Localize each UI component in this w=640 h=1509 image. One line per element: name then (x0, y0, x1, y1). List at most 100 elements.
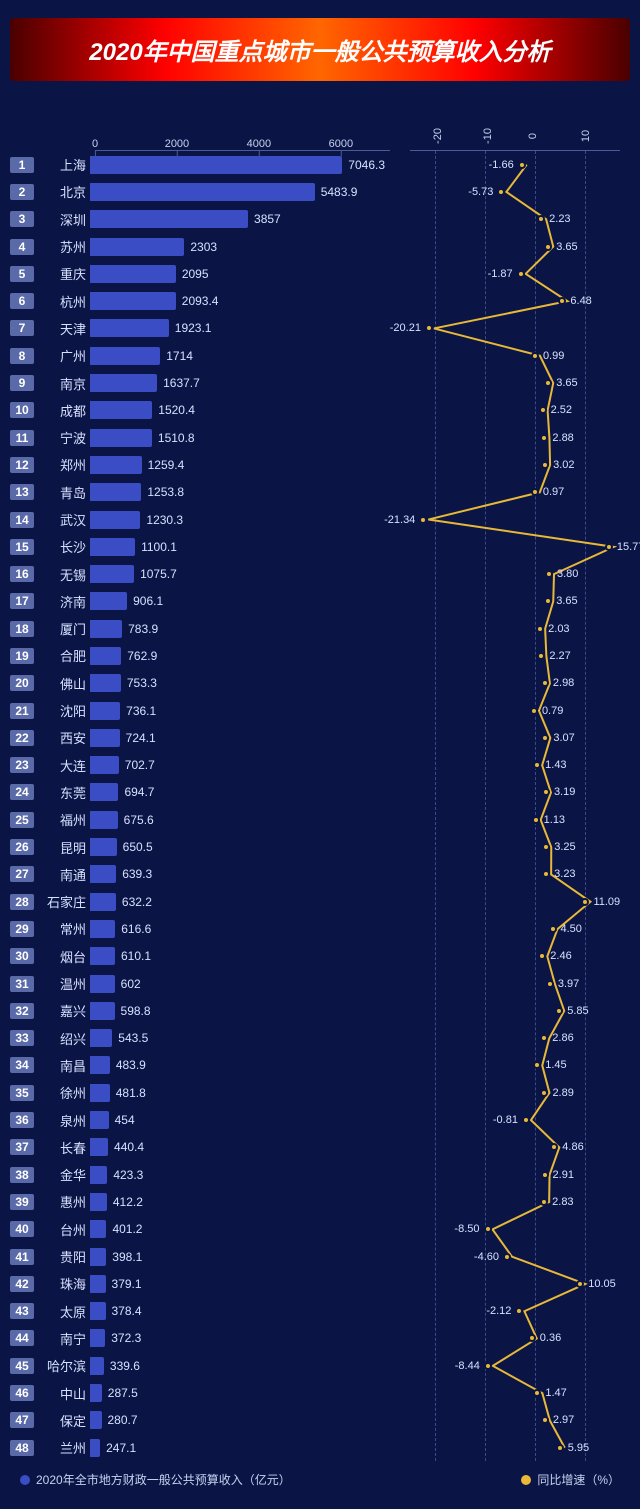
growth-label: 6.48 (570, 295, 591, 307)
growth-label: 3.65 (556, 595, 577, 607)
line-zone: -1.87 (405, 260, 615, 287)
data-row: 26昆明650.53.25 (10, 833, 630, 860)
bar-zone: 762.9 (90, 642, 385, 669)
growth-label: -8.50 (454, 1223, 479, 1235)
growth-label: 2.91 (553, 1169, 574, 1181)
rank-badge: 43 (10, 1303, 34, 1319)
value-bar (90, 156, 342, 174)
bar-zone: 401.2 (90, 1216, 385, 1243)
line-zone: 4.86 (405, 1134, 615, 1161)
data-row: 28石家庄632.211.09 (10, 888, 630, 915)
line-zone: 2.46 (405, 943, 615, 970)
line-zone: -0.81 (405, 1106, 615, 1133)
rank-badge: 21 (10, 703, 34, 719)
bar-value-label: 753.3 (127, 676, 157, 690)
growth-label: 3.80 (557, 568, 578, 580)
growth-point (540, 434, 548, 442)
line-zone: 0.36 (405, 1325, 615, 1352)
line-zone: 2.23 (405, 206, 615, 233)
line-zone: 2.89 (405, 1079, 615, 1106)
growth-label: -2.12 (486, 1305, 511, 1317)
growth-point (544, 243, 552, 251)
bar-zone: 379.1 (90, 1270, 385, 1297)
line-zone: -5.73 (405, 178, 615, 205)
bar-zone: 1520.4 (90, 397, 385, 424)
rank-badge: 32 (10, 1003, 34, 1019)
growth-point (522, 1116, 530, 1124)
city-name: 金华 (38, 1165, 90, 1184)
rank-badge: 31 (10, 976, 34, 992)
bar-zone: 543.5 (90, 1025, 385, 1052)
growth-point (530, 707, 538, 715)
growth-label: 3.23 (554, 868, 575, 880)
growth-point (541, 679, 549, 687)
growth-point (497, 188, 505, 196)
bar-zone: 5483.9 (90, 178, 385, 205)
growth-point (533, 1061, 541, 1069)
data-row: 8广州17140.99 (10, 342, 630, 369)
growth-label: 0.97 (543, 486, 564, 498)
growth-point (517, 270, 525, 278)
value-bar (90, 1056, 110, 1074)
city-name: 武汉 (38, 510, 90, 529)
value-bar (90, 1193, 107, 1211)
bar-zone: 616.6 (90, 915, 385, 942)
line-zone: 3.02 (405, 451, 615, 478)
bar-zone: 2095 (90, 260, 385, 287)
rank-badge: 13 (10, 484, 34, 500)
rank-badge: 42 (10, 1276, 34, 1292)
growth-point (542, 870, 550, 878)
value-bar (90, 511, 140, 529)
bar-value-label: 602 (121, 977, 141, 991)
growth-point (533, 1389, 541, 1397)
data-row: 17济南906.13.65 (10, 588, 630, 615)
value-bar (90, 538, 135, 556)
growth-label: 2.97 (553, 1414, 574, 1426)
bar-zone: 1075.7 (90, 560, 385, 587)
bar-zone: 783.9 (90, 615, 385, 642)
growth-label: 2.23 (549, 213, 570, 225)
line-zone: 3.65 (405, 588, 615, 615)
legend-line-swatch (521, 1475, 531, 1485)
city-name: 大连 (38, 756, 90, 775)
value-bar (90, 1084, 110, 1102)
city-name: 保定 (38, 1411, 90, 1430)
line-zone: 2.91 (405, 1161, 615, 1188)
growth-point (531, 488, 539, 496)
data-row: 3深圳38572.23 (10, 206, 630, 233)
bar-zone: 906.1 (90, 588, 385, 615)
growth-label: 1.45 (545, 1059, 566, 1071)
data-row: 44南宁372.30.36 (10, 1325, 630, 1352)
bar-value-label: 481.8 (116, 1086, 146, 1100)
growth-label: 10.05 (588, 1278, 616, 1290)
growth-label: 2.83 (552, 1196, 573, 1208)
rank-badge: 5 (10, 266, 34, 282)
bar-axis-tick: 6000 (329, 138, 353, 150)
growth-point (581, 898, 589, 906)
growth-point (532, 816, 540, 824)
city-name: 台州 (38, 1220, 90, 1239)
growth-label: 3.25 (554, 841, 575, 853)
bar-value-label: 1230.3 (146, 513, 183, 527)
value-bar (90, 1166, 107, 1184)
bar-value-label: 702.7 (125, 758, 155, 772)
data-row: 47保定280.72.97 (10, 1407, 630, 1434)
data-row: 6杭州2093.46.48 (10, 287, 630, 314)
value-bar (90, 893, 116, 911)
data-row: 43太原378.4-2.12 (10, 1297, 630, 1324)
growth-label: -5.73 (468, 186, 493, 198)
line-zone: -8.50 (405, 1216, 615, 1243)
legend-line-label: 同比增速（%） (537, 1471, 620, 1488)
value-bar (90, 238, 184, 256)
bar-zone: 247.1 (90, 1434, 385, 1461)
legend-line: 同比增速（%） (521, 1471, 620, 1488)
rank-badge: 41 (10, 1249, 34, 1265)
data-row: 34南昌483.91.45 (10, 1052, 630, 1079)
bar-zone: 753.3 (90, 670, 385, 697)
chart-title: 2020年中国重点城市一般公共预算收入分析 (10, 18, 630, 81)
bar-value-label: 783.9 (128, 622, 158, 636)
bar-value-label: 401.2 (112, 1222, 142, 1236)
data-row: 15长沙1100.115.77 (10, 533, 630, 560)
line-axis-tick: -20 (432, 128, 444, 144)
city-name: 温州 (38, 974, 90, 993)
